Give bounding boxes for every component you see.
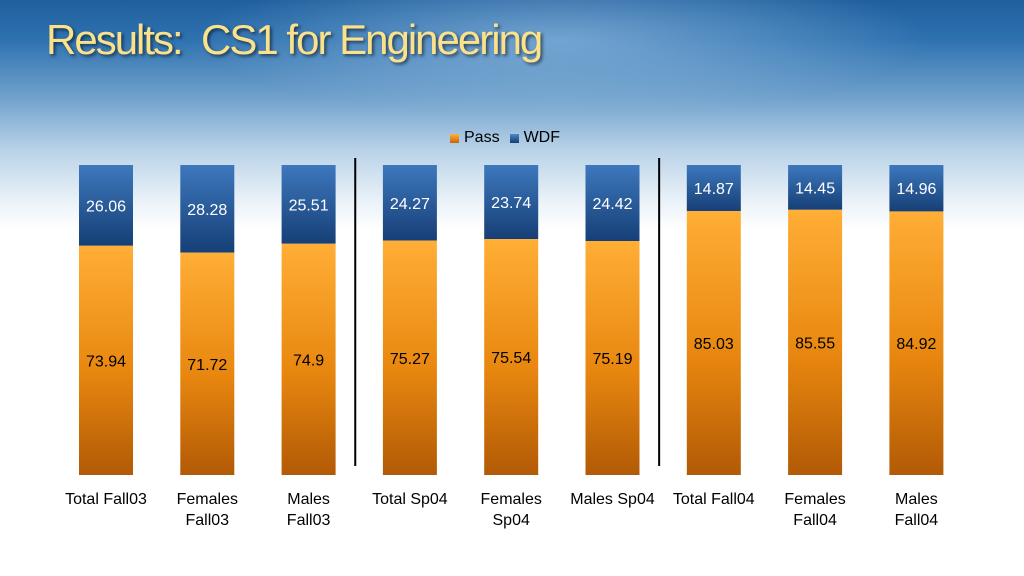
- data-label-pass: 74.9: [293, 352, 324, 369]
- bar-wdf: [788, 165, 843, 210]
- x-tick-label: Total Fall04: [673, 491, 755, 508]
- bar-wdf: [484, 165, 539, 240]
- data-label-wdf: 28.28: [187, 202, 227, 219]
- bar-wdf: [180, 165, 235, 253]
- bar-wdf: [889, 165, 944, 212]
- data-label-wdf: 26.06: [86, 198, 126, 215]
- bar-pass: [180, 252, 235, 475]
- bar-wdf: [382, 165, 437, 241]
- legend-item-wdf: WDF: [509, 129, 561, 147]
- data-label-pass: 75.27: [390, 351, 430, 368]
- data-label-wdf: 14.96: [896, 181, 936, 198]
- bar-pass: [79, 245, 133, 475]
- bar-pass: [889, 211, 944, 476]
- x-tick-label: Females Fall04: [784, 491, 845, 529]
- legend-swatch-pass: [450, 133, 459, 143]
- bar-wdf: [79, 165, 133, 246]
- bar-wdf: [585, 165, 640, 241]
- data-label-pass: 85.55: [795, 335, 835, 352]
- x-tick-label: Females Sp04: [481, 491, 542, 529]
- x-tick-label: Males Fall03: [287, 491, 331, 529]
- data-label-wdf: 25.51: [289, 197, 329, 214]
- legend-label-wdf: WDF: [523, 129, 561, 146]
- x-tick-label: Males Fall04: [895, 491, 939, 529]
- chart-legend: Pass WDF: [450, 129, 570, 147]
- data-label-wdf: 23.74: [491, 195, 531, 212]
- bar-pass: [281, 243, 336, 475]
- legend-label-pass: Pass: [464, 129, 500, 146]
- bar-pass: [788, 209, 843, 476]
- data-label-pass: 73.94: [86, 353, 126, 370]
- slide-title: Results: CS1 for Engineering: [46, 16, 543, 63]
- data-label-wdf: 14.45: [795, 180, 835, 197]
- data-label-pass: 75.54: [491, 350, 531, 367]
- bar-pass: [585, 240, 640, 475]
- x-tick-label: Total Sp04: [372, 491, 448, 508]
- data-label-pass: 84.92: [896, 336, 936, 353]
- data-label-wdf: 14.87: [694, 181, 734, 198]
- legend-swatch-wdf: [509, 133, 519, 143]
- x-tick-label: Males Sp04: [570, 491, 655, 508]
- x-tick-label: Females Fall03: [177, 491, 238, 529]
- data-label-wdf: 24.27: [390, 196, 430, 213]
- bar-pass: [686, 211, 741, 476]
- legend-item-pass: Pass: [450, 129, 500, 147]
- data-label-pass: 75.19: [592, 351, 632, 368]
- bar-pass: [484, 239, 539, 475]
- data-label-pass: 85.03: [694, 336, 734, 353]
- x-tick-label: Total Fall03: [65, 491, 147, 508]
- bar-pass: [382, 240, 437, 475]
- data-label-pass: 71.72: [187, 357, 227, 374]
- data-label-wdf: 24.42: [592, 196, 632, 213]
- bar-wdf: [281, 165, 336, 244]
- bar-wdf: [686, 165, 741, 212]
